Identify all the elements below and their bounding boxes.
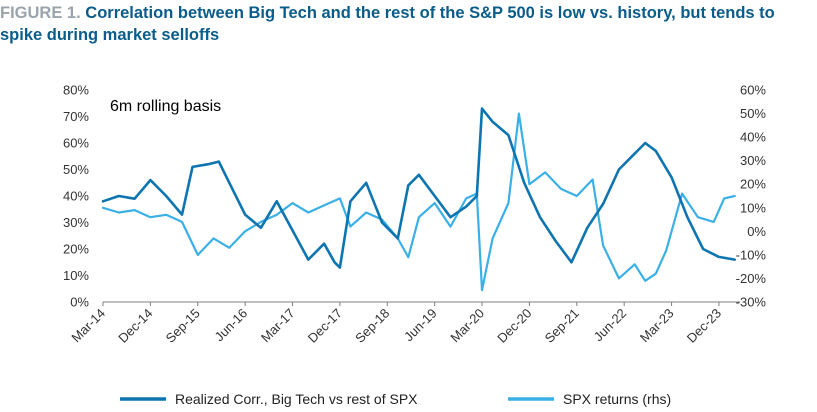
x-tick-label: Jun-19 (401, 306, 440, 345)
y-right-tick-label: -10% (736, 247, 767, 262)
x-tick-label: Jun-22 (591, 306, 630, 345)
legend-label: Realized Corr., Big Tech vs rest of SPX (175, 391, 418, 407)
y-left-tick-label: 10% (63, 268, 89, 283)
y-left-tick-label: 80% (63, 83, 89, 98)
y-left-tick-label: 60% (63, 136, 89, 151)
x-tick-label: Sep-18 (352, 306, 392, 346)
y-left-tick-label: 70% (63, 109, 89, 124)
x-tick-label: Dec-23 (684, 306, 724, 346)
x-tick-label: Mar-17 (258, 306, 298, 346)
figure-label: FIGURE 1. (0, 4, 81, 22)
figure-title-text: Correlation between Big Tech and the res… (0, 4, 775, 44)
chart-annotation: 6m rolling basis (110, 98, 221, 115)
y-left-tick-label: 0% (70, 295, 89, 310)
legend-label: SPX returns (rhs) (563, 391, 671, 407)
y-right-tick-label: 10% (740, 200, 766, 215)
y-right-tick-label: 40% (740, 130, 766, 145)
x-tick-label: Sep-15 (163, 306, 203, 346)
y-left-tick-label: 20% (63, 242, 89, 257)
y-right-tick-label: -20% (736, 271, 767, 286)
x-tick-label: Sep-21 (542, 306, 582, 346)
y-right-tick-label: 60% (740, 83, 766, 98)
y-right-tick-label: 30% (740, 153, 766, 168)
y-right-tick-label: 50% (740, 106, 766, 121)
realized-correlation-line (101, 107, 736, 269)
x-tick-label: Mar-14 (68, 306, 108, 346)
x-tick-label: Mar-23 (637, 306, 677, 346)
y-left-tick-label: 50% (63, 162, 89, 177)
y-left-tick-label: 30% (63, 215, 89, 230)
x-tick-label: Dec-14 (115, 306, 155, 346)
spx-returns-line (101, 112, 736, 292)
x-tick-label: Jun-16 (212, 306, 251, 345)
x-tick-label: Dec-20 (494, 306, 534, 346)
y-left-tick-label: 40% (63, 189, 89, 204)
x-tick-label: Dec-17 (305, 306, 345, 346)
y-right-tick-label: -30% (736, 295, 767, 310)
chart-title: FIGURE 1. Correlation between Big Tech a… (0, 2, 817, 46)
y-right-tick-label: 20% (740, 177, 766, 192)
y-right-tick-label: 0% (747, 224, 766, 239)
x-tick-label: Mar-20 (447, 306, 487, 346)
